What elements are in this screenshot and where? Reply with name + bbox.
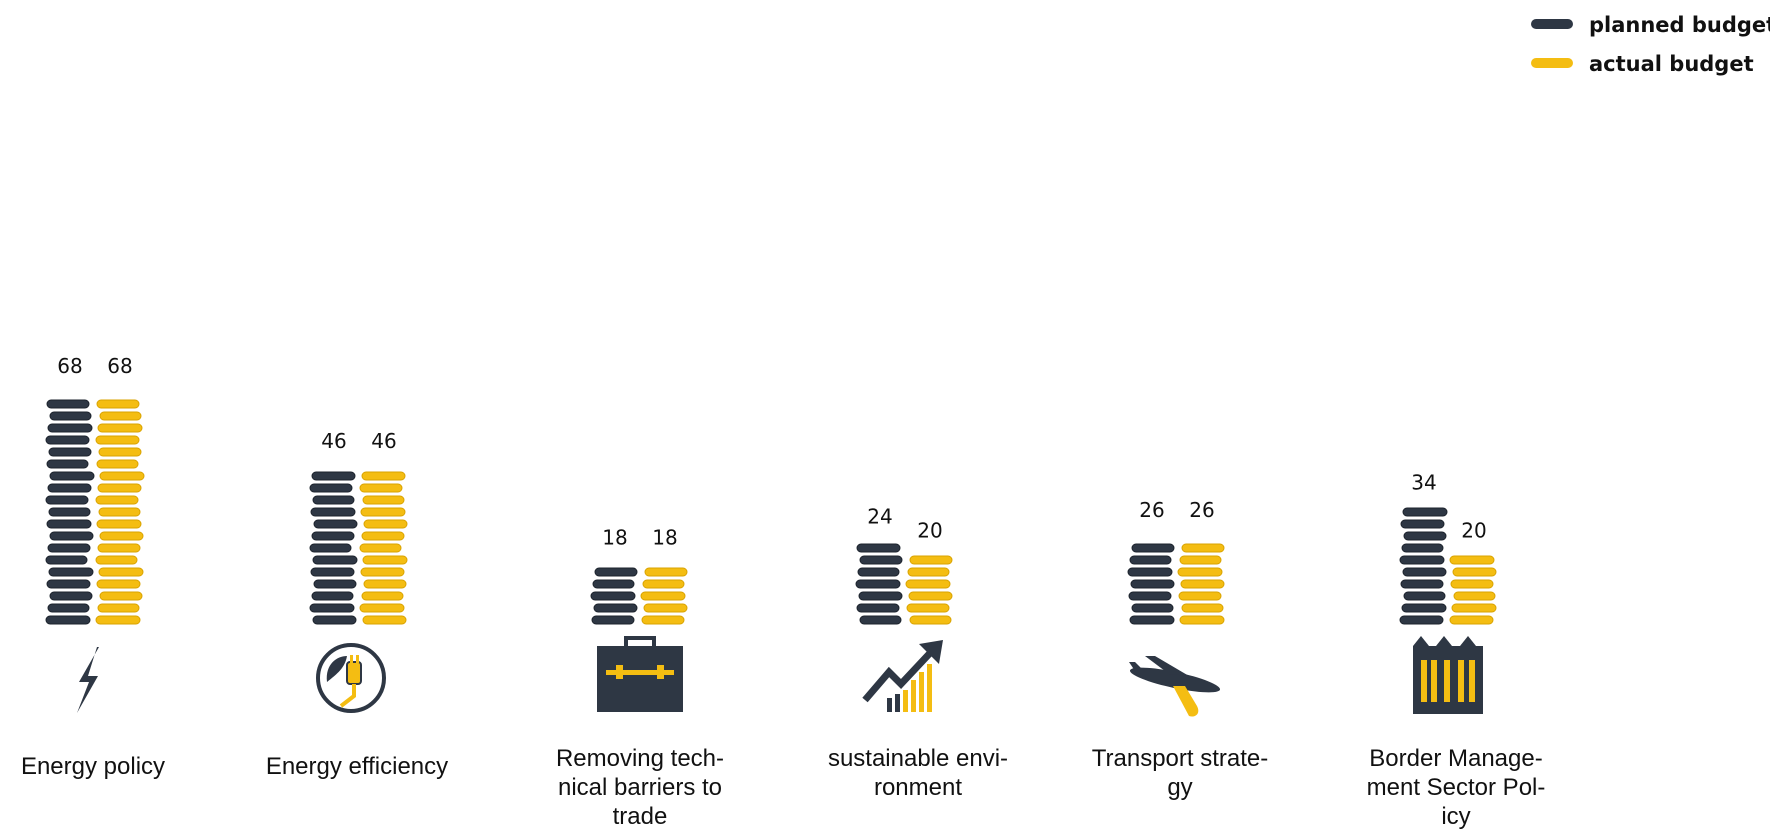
value-label: 34 xyxy=(1411,470,1436,494)
bar xyxy=(590,567,638,625)
bar xyxy=(95,399,145,625)
value-label: 46 xyxy=(321,429,346,453)
legend-swatch-actual xyxy=(1531,58,1573,68)
category-label: Energy efficiency xyxy=(266,753,448,780)
growth-chart-icon xyxy=(862,640,943,712)
briefcase-icon xyxy=(597,636,683,712)
legend-label-planned: planned budget xyxy=(1589,13,1770,37)
bar xyxy=(1399,507,1448,625)
value-label: 18 xyxy=(602,525,627,549)
energy-efficiency-plug-icon xyxy=(316,643,386,713)
value-label: 68 xyxy=(57,354,82,378)
value-label: 26 xyxy=(1189,498,1214,522)
bar xyxy=(1449,555,1497,625)
bar xyxy=(309,471,358,625)
value-label: 20 xyxy=(917,518,942,542)
bar xyxy=(905,555,953,625)
category-label: Transport strate-gy xyxy=(1092,745,1269,801)
value-label-layer: 68 68 46 46 18 18 24 20 26 26 34 20 xyxy=(57,354,1486,550)
legend-swatch-planned xyxy=(1531,19,1573,29)
legend-label-actual: actual budget xyxy=(1589,52,1754,76)
value-label: 24 xyxy=(867,505,892,529)
airplane-icon xyxy=(1129,656,1221,717)
category-label: sustainable envi-ronment xyxy=(828,745,1008,801)
bar xyxy=(1177,543,1225,625)
value-label: 18 xyxy=(652,525,677,549)
border-fence-icon xyxy=(1413,636,1483,714)
value-label: 46 xyxy=(371,429,396,453)
bar xyxy=(359,471,408,625)
value-label: 68 xyxy=(107,354,132,378)
category-label: Removing tech-nical barriers to trade xyxy=(556,745,724,830)
bar xyxy=(855,543,903,625)
category-label: Border Manage-ment Sector Pol-icy xyxy=(1367,745,1546,830)
category-label: Energy policy xyxy=(21,753,165,780)
lightning-icon xyxy=(77,647,99,713)
legend: planned budget actual budget xyxy=(1531,13,1770,76)
value-label: 20 xyxy=(1461,518,1486,542)
category-label-layer: Energy policy Energy efficiency Removing t… xyxy=(21,745,1545,830)
value-label: 26 xyxy=(1139,498,1164,522)
bar-layer xyxy=(45,399,1497,625)
bar xyxy=(640,567,688,625)
bar xyxy=(45,399,95,625)
bar xyxy=(1127,543,1175,625)
